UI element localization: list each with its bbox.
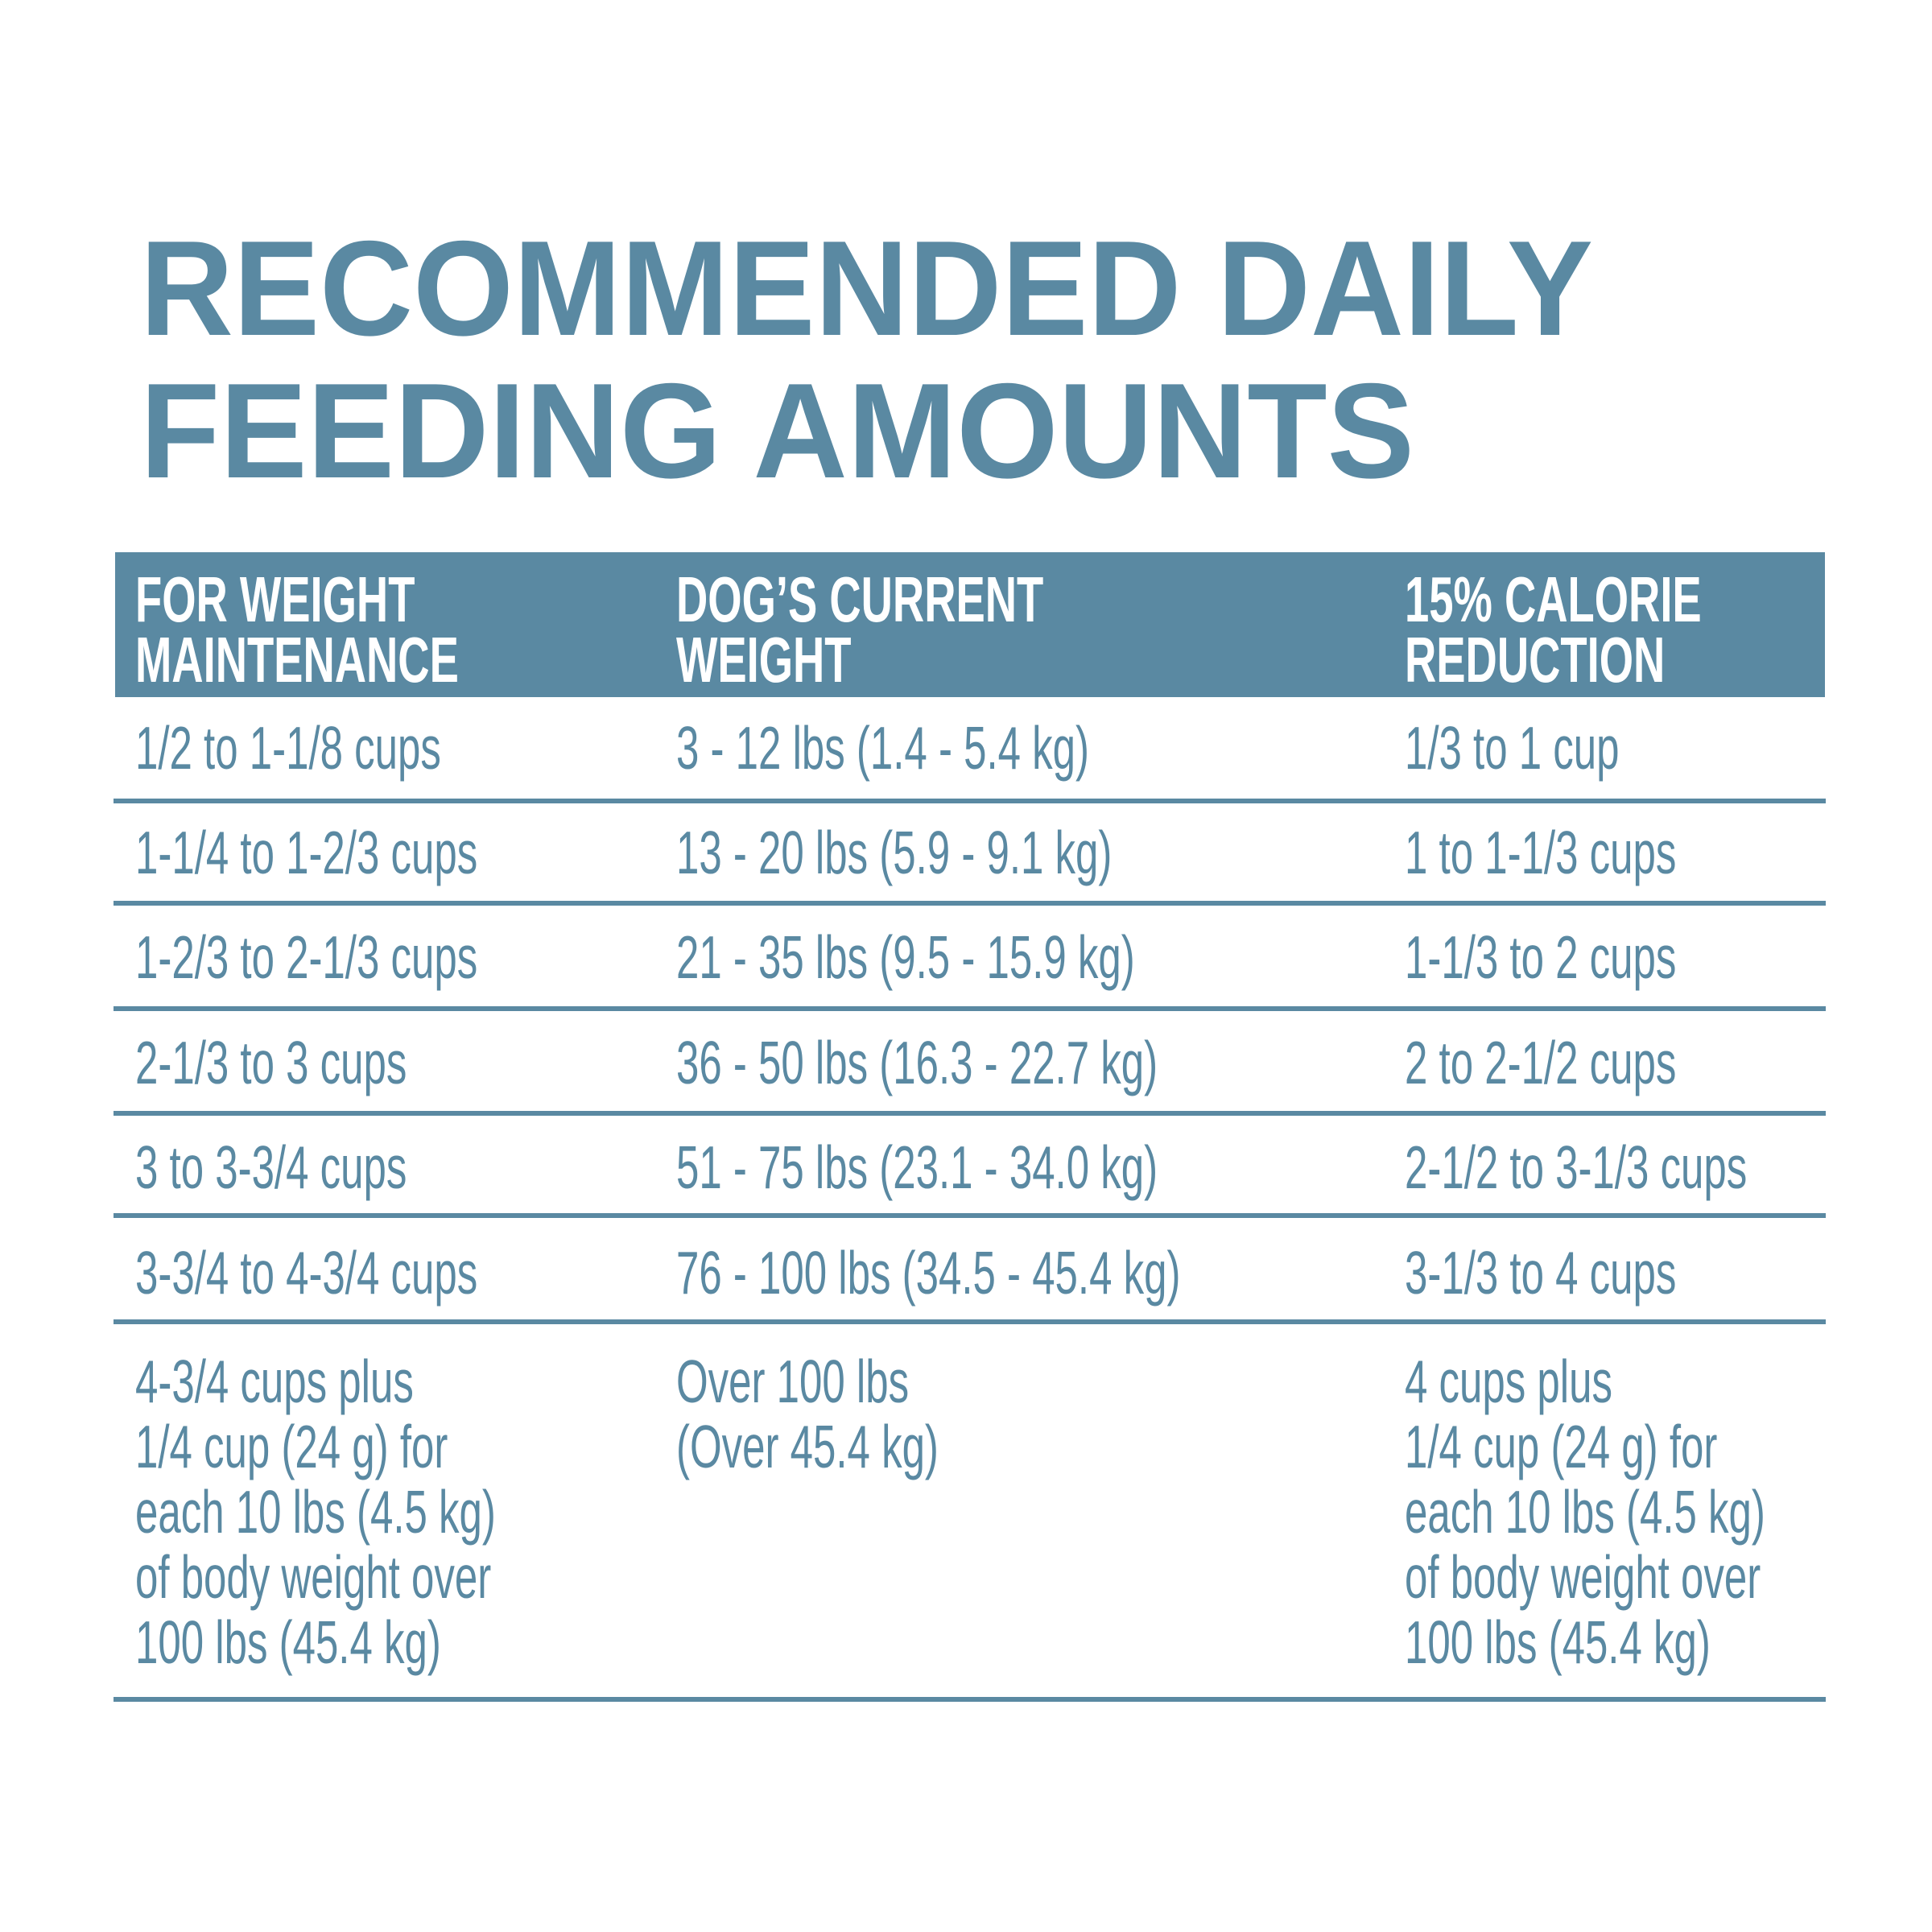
cell-text: 76 - 100 lbs (34.5 - 45.4 kg) — [676, 1239, 1180, 1307]
row-divider — [114, 901, 1826, 906]
cell-text: Over 100 lbs — [676, 1348, 909, 1415]
cell-text: 3 - 12 lbs (1.4 - 5.4 kg) — [676, 714, 1089, 782]
cell-text: 1-1/4 to 1-2/3 cups — [135, 819, 477, 886]
header-text: DOG’S CURRENT — [676, 564, 1043, 636]
header-text: WEIGHT — [676, 625, 852, 696]
cell-text: 3-1/3 to 4 cups — [1405, 1239, 1676, 1307]
cell-text: of body weight over — [1405, 1543, 1761, 1611]
row-divider — [114, 799, 1826, 803]
cell-text: 1/4 cup (24 g) for — [135, 1413, 448, 1480]
cell-text: 4 cups plus — [1405, 1348, 1612, 1415]
cell-text: 1/4 cup (24 g) for — [1405, 1413, 1717, 1480]
cell-text: 1-2/3 to 2-1/3 cups — [135, 923, 477, 991]
cell-text: (Over 45.4 kg) — [676, 1413, 939, 1480]
header-text: 15% CALORIE — [1405, 564, 1702, 636]
row-divider — [114, 1213, 1826, 1218]
cell-text: 4-3/4 cups plus — [135, 1348, 414, 1415]
row-divider — [114, 1111, 1826, 1116]
row-divider — [114, 1319, 1826, 1324]
header-text: FOR WEIGHT — [135, 564, 415, 636]
cell-text: 13 - 20 lbs (5.9 - 9.1 kg) — [676, 819, 1112, 886]
cell-text: 2-1/3 to 3 cups — [135, 1029, 407, 1096]
cell-text: of body weight over — [135, 1543, 491, 1611]
cell-text: 1/2 to 1-1/8 cups — [135, 714, 441, 782]
cell-text: 51 - 75 lbs (23.1 - 34.0 kg) — [676, 1133, 1158, 1201]
header-text: REDUCTION — [1405, 625, 1665, 696]
cell-text: 2 to 2-1/2 cups — [1405, 1029, 1676, 1096]
cell-text: 1 to 1-1/3 cups — [1405, 819, 1676, 886]
header-bar — [115, 552, 1825, 697]
cell-text: 100 lbs (45.4 kg) — [1405, 1608, 1711, 1676]
cell-text: each 10 lbs (4.5 kg) — [1405, 1478, 1765, 1546]
header-text: MAINTENANCE — [135, 625, 459, 696]
cell-text: 3 to 3-3/4 cups — [135, 1133, 407, 1201]
title-line: FEEDING AMOUNTS — [140, 355, 1414, 506]
cell-text: 1-1/3 to 2 cups — [1405, 923, 1676, 991]
cell-text: 36 - 50 lbs (16.3 - 22.7 kg) — [676, 1029, 1158, 1096]
cell-text: 2-1/2 to 3-1/3 cups — [1405, 1133, 1747, 1201]
cell-text: 21 - 35 lbs (9.5 - 15.9 kg) — [676, 923, 1135, 991]
cell-text: 3-3/4 to 4-3/4 cups — [135, 1239, 477, 1307]
title-line: RECOMMENDED DAILY — [140, 213, 1593, 364]
cell-text: 100 lbs (45.4 kg) — [135, 1608, 441, 1676]
row-divider — [114, 1697, 1826, 1702]
cell-text: 1/3 to 1 cup — [1405, 714, 1620, 782]
row-divider — [114, 1006, 1826, 1011]
cell-text: each 10 lbs (4.5 kg) — [135, 1478, 496, 1546]
